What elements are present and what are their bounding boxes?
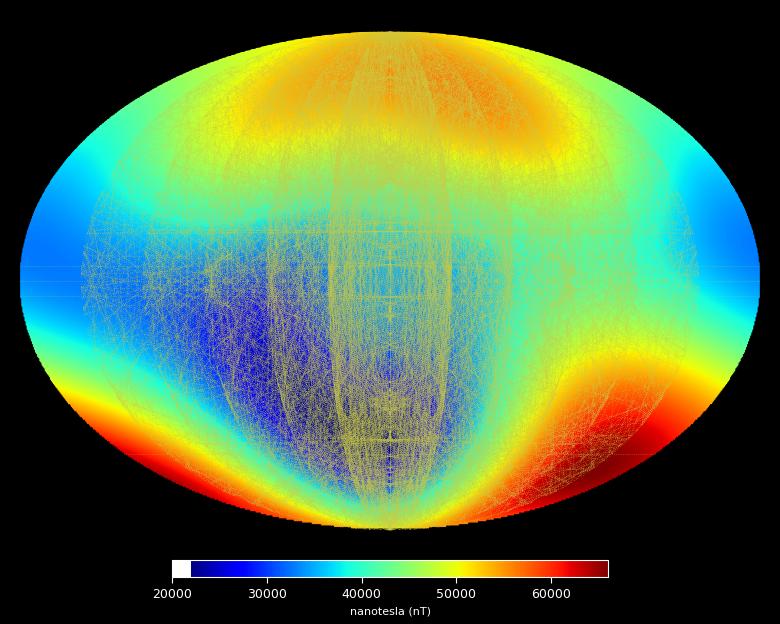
X-axis label: nanotesla (nT): nanotesla (nT) [349, 606, 431, 616]
